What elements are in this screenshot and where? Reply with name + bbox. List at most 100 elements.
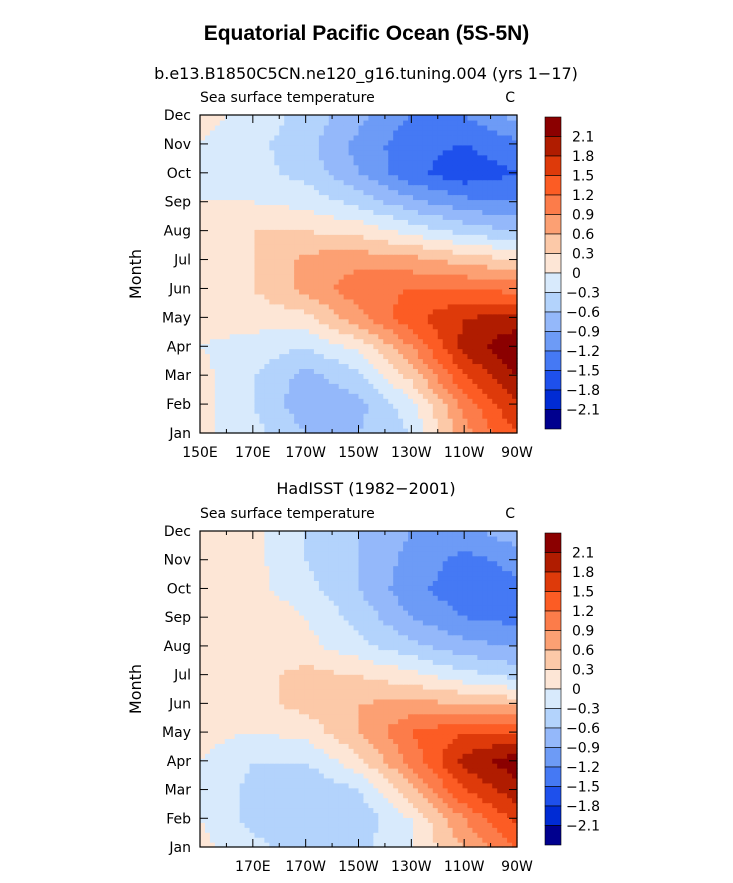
sst-cell	[417, 174, 424, 181]
sst-cell	[259, 323, 265, 330]
sst-cell	[378, 219, 384, 225]
sst-cell	[457, 274, 464, 280]
sst-cell	[408, 413, 414, 419]
sst-cell	[442, 269, 449, 275]
sst-cell	[234, 842, 241, 848]
sst-cell	[422, 234, 429, 240]
sst-cell	[313, 822, 320, 828]
sst-cell	[467, 204, 474, 211]
sst-cell	[333, 822, 340, 828]
sst-cell	[363, 358, 369, 365]
sst-cell	[209, 373, 216, 379]
sst-cell	[373, 812, 379, 818]
sst-cell	[244, 139, 251, 146]
sst-cell	[383, 318, 389, 325]
sst-cell	[348, 134, 355, 141]
sst-cell	[477, 408, 483, 414]
sst-cell	[294, 812, 300, 818]
sst-cell	[492, 278, 498, 285]
sst-cell	[447, 378, 454, 384]
sst-cell	[338, 418, 345, 424]
sst-cell	[214, 129, 221, 136]
sst-cell	[313, 333, 320, 340]
sst-cell	[343, 259, 350, 265]
sst-cell	[353, 159, 360, 166]
sst-cell	[264, 797, 270, 804]
sst-cell	[472, 244, 478, 250]
sst-cell	[507, 293, 513, 300]
sst-cell	[442, 129, 449, 136]
sst-cell	[333, 204, 340, 211]
sst-cell	[398, 413, 404, 419]
sst-cell	[304, 219, 310, 225]
sst-cell	[447, 398, 454, 404]
sst-cell	[422, 303, 429, 310]
sst-cell	[284, 408, 290, 414]
sst-cell	[452, 288, 459, 295]
sst-cell	[497, 323, 503, 330]
sst-cell	[467, 388, 474, 394]
sst-cell	[274, 264, 280, 270]
sst-cell	[487, 204, 493, 211]
sst-cell	[422, 388, 429, 394]
sst-cell	[219, 244, 226, 250]
sst-cell	[214, 269, 221, 275]
sst-cell	[388, 264, 394, 270]
sst-cell	[442, 827, 449, 833]
sst-cell	[442, 224, 449, 230]
sst-cell	[373, 259, 379, 265]
sst-cell	[467, 333, 474, 340]
sst-cell	[487, 348, 493, 355]
sst-cell	[249, 154, 256, 161]
sst-cell	[254, 428, 261, 434]
sst-cell	[452, 318, 459, 325]
sst-cell	[393, 174, 399, 181]
sst-cell	[497, 204, 503, 211]
sst-cell	[412, 303, 419, 310]
sst-cell	[452, 229, 459, 235]
sst-cell	[368, 124, 374, 131]
sst-cell	[333, 792, 340, 799]
sst-cell	[204, 303, 211, 310]
sst-cell	[269, 229, 275, 235]
sst-cell	[249, 792, 256, 799]
sst-cell	[229, 308, 236, 315]
sst-cell	[269, 323, 275, 330]
sst-cell	[284, 249, 290, 255]
sst-cell	[328, 428, 335, 434]
sst-cell	[512, 219, 518, 225]
sst-cell	[328, 293, 335, 300]
sst-cell	[219, 363, 226, 370]
sst-cell	[269, 318, 275, 325]
y-tick-label: Jan	[168, 426, 191, 442]
sst-cell	[348, 164, 355, 171]
sst-cell	[437, 214, 444, 220]
sst-cell	[333, 298, 340, 305]
sst-cell	[368, 244, 374, 250]
sst-cell	[249, 358, 256, 365]
sst-cell	[417, 348, 424, 355]
sst-cell	[299, 318, 305, 325]
sst-cell	[304, 234, 310, 240]
sst-cell	[343, 214, 350, 220]
sst-cell	[254, 423, 261, 429]
sst-cell	[294, 239, 300, 245]
sst-cell	[497, 348, 503, 355]
sst-cell	[229, 418, 236, 424]
sst-cell	[383, 812, 389, 818]
sst-cell	[204, 802, 211, 809]
sst-cell	[378, 154, 384, 161]
sst-cell	[432, 313, 439, 320]
sst-cell	[437, 313, 444, 320]
sst-cell	[417, 428, 424, 434]
sst-cell	[427, 189, 434, 196]
sst-cell	[209, 234, 216, 240]
sst-cell	[328, 373, 335, 379]
sst-cell	[452, 358, 459, 365]
sst-cell	[497, 234, 503, 240]
sst-cell	[269, 373, 275, 379]
sst-cell	[264, 139, 270, 146]
sst-cell	[353, 348, 360, 355]
sst-cell	[477, 264, 483, 270]
sst-cell	[477, 373, 483, 379]
